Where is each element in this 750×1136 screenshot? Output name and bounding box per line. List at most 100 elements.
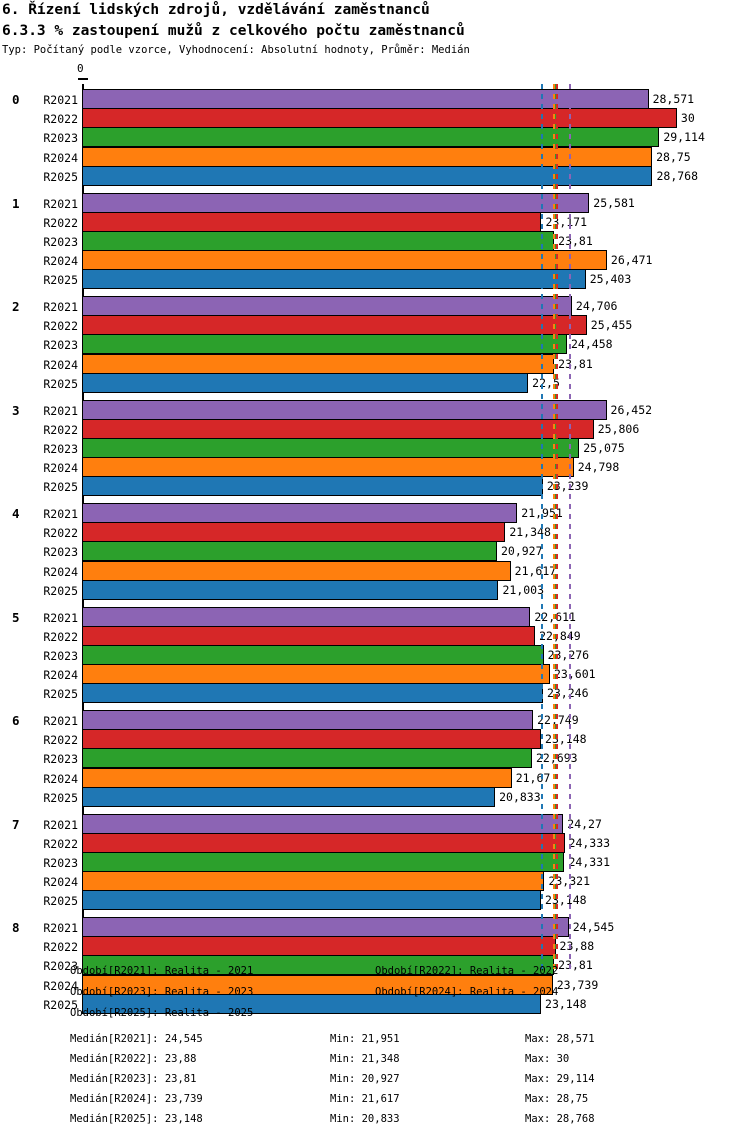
bar-row-label: R2025 [43, 894, 78, 909]
bar[interactable] [82, 211, 542, 232]
bar[interactable] [82, 644, 544, 665]
bar[interactable] [82, 108, 677, 129]
bar[interactable] [82, 936, 556, 957]
bar[interactable] [82, 786, 496, 807]
bar[interactable] [82, 372, 529, 393]
bar-value-label: 22,749 [537, 713, 579, 727]
bar-value-label: 24,706 [575, 299, 618, 313]
bar[interactable] [82, 522, 506, 543]
bar[interactable] [82, 993, 542, 1014]
bar-row-label: R2025 [43, 997, 78, 1012]
bar-row-label: R2021 [43, 610, 78, 625]
bar[interactable] [82, 230, 555, 251]
bar-row-label: R2021 [43, 93, 78, 107]
bar-row-label: R2022 [43, 836, 78, 851]
bar-row-label: R2023 [43, 131, 78, 146]
bar[interactable] [82, 457, 574, 478]
bar-value-label: 21,003 [502, 582, 545, 597]
bar-row-label: R2023 [43, 959, 78, 974]
bar-value-label: 25,403 [589, 272, 632, 287]
bar[interactable] [82, 541, 497, 562]
bar[interactable] [82, 269, 586, 290]
bar-row-label: R2021 [43, 403, 78, 418]
bar[interactable] [82, 399, 607, 420]
bar-value-label: 23,148 [545, 732, 587, 747]
bar[interactable] [82, 579, 499, 600]
bar-value-label: 21,617 [514, 563, 557, 578]
bar-row-label: R2023 [43, 855, 78, 870]
bar[interactable] [82, 89, 649, 109]
legend-stat-max: Max: 29,114 [525, 1073, 595, 1085]
page-title: 6. Řízení lidských zdrojů, vzdělávání za… [2, 2, 430, 18]
bar[interactable] [82, 165, 653, 186]
bar[interactable] [82, 127, 660, 148]
bar[interactable] [82, 606, 531, 627]
bar[interactable] [82, 748, 532, 769]
bar-value-label: 28,571 [652, 92, 695, 106]
legend-stat-min: Min: 20,833 [330, 1113, 400, 1125]
bar-value-label: 23,739 [556, 977, 599, 992]
bar[interactable] [82, 503, 518, 523]
group-index-label: 5 [12, 609, 20, 625]
bar[interactable] [82, 813, 564, 834]
bar[interactable] [82, 437, 580, 458]
bar-value-label: 29,114 [663, 130, 705, 145]
bar-row-label: R2021 [43, 507, 78, 521]
bar-row-label: R2025 [43, 376, 78, 391]
legend-entry: Období[R2023]: Realita - 2023 [70, 986, 254, 998]
legend-entry: Období[R2022]: Realita - 2022 [375, 965, 559, 977]
legend-stat-min: Min: 21,348 [330, 1053, 400, 1065]
bar-value-label: 28,768 [656, 168, 699, 183]
bar[interactable] [82, 767, 512, 788]
bar-chart-plot: 0 0 R2021 28,571 R2022 30 R2023 29,114 R2024 28,… [0, 60, 750, 1014]
legend-stat-max: Max: 30 [525, 1053, 570, 1065]
bar[interactable] [82, 851, 565, 872]
bar[interactable] [82, 192, 590, 213]
bar[interactable] [82, 832, 565, 853]
bar-value-label: 23,171 [545, 214, 588, 229]
bar-row-label: R2025 [43, 169, 78, 184]
bar-row-label: R2025 [43, 480, 78, 495]
bar-row-label: R2024 [43, 150, 78, 165]
bar-value-label: 26,471 [610, 253, 653, 268]
bar-row-label: R2022 [43, 733, 78, 748]
bar-row-label: R2022 [43, 526, 78, 541]
bar-row-label: R2024 [43, 668, 78, 683]
bar[interactable] [82, 418, 594, 439]
legend-stat-median: Medián[R2023]: 23,81 [70, 1073, 197, 1085]
bar[interactable] [82, 146, 653, 167]
legend-stat-median: Medián[R2022]: 23,88 [70, 1053, 197, 1065]
bar-value-label: 23,81 [558, 233, 593, 248]
legend-stat-min: Min: 21,617 [330, 1093, 400, 1105]
median-line-r2025 [541, 84, 544, 970]
bar-row-label: R2023 [43, 752, 78, 767]
bar[interactable] [82, 890, 542, 911]
bar[interactable] [82, 683, 543, 704]
bar[interactable] [82, 917, 569, 937]
bar-row-label: R2025 [43, 273, 78, 288]
bar[interactable] [82, 625, 536, 646]
bar-value-label: 25,806 [597, 421, 640, 436]
x-axis-tick [78, 78, 88, 80]
bar-value-label: 25,455 [590, 318, 633, 333]
bar[interactable] [82, 664, 550, 685]
bar[interactable] [82, 476, 543, 497]
bar[interactable] [82, 296, 572, 316]
bar-row-label: R2023 [43, 234, 78, 249]
bar[interactable] [82, 710, 534, 730]
bar-row-label: R2021 [43, 817, 78, 832]
bar[interactable] [82, 334, 567, 355]
group-index-label: 4 [12, 506, 20, 521]
bar[interactable] [82, 353, 555, 374]
bar[interactable] [82, 250, 607, 271]
bar-row-label: R2025 [43, 583, 78, 598]
bar-value-label: 20,927 [500, 544, 543, 559]
bar[interactable] [82, 315, 587, 336]
legend-stat-max: Max: 28,75 [525, 1093, 589, 1105]
group-index-label: 2 [12, 299, 20, 314]
bar[interactable] [82, 560, 511, 581]
x-axis-zero-tick-label: 0 [77, 62, 84, 75]
bar-value-label: 26,452 [610, 402, 653, 417]
bar[interactable] [82, 871, 545, 892]
bar[interactable] [82, 729, 542, 750]
